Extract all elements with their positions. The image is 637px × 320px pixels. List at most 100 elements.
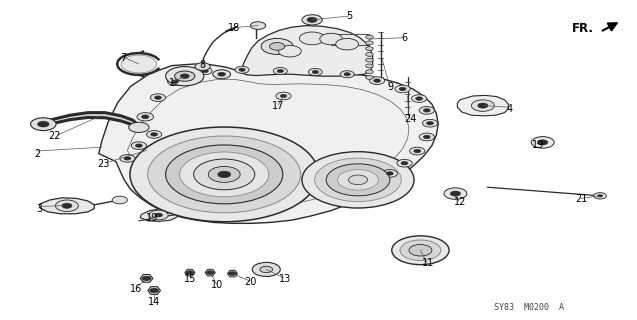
Circle shape	[307, 17, 317, 22]
Polygon shape	[43, 113, 139, 130]
Polygon shape	[241, 26, 373, 76]
Circle shape	[414, 149, 420, 153]
Text: 17: 17	[272, 101, 285, 111]
Circle shape	[180, 152, 269, 197]
Circle shape	[399, 87, 406, 91]
Circle shape	[419, 133, 434, 141]
Circle shape	[416, 97, 422, 100]
Circle shape	[137, 113, 154, 121]
Text: 23: 23	[97, 159, 110, 169]
Circle shape	[206, 271, 214, 275]
Circle shape	[395, 85, 410, 93]
Circle shape	[121, 55, 157, 73]
Text: 11: 11	[422, 258, 434, 268]
Circle shape	[149, 210, 168, 220]
Text: 6: 6	[401, 33, 408, 43]
Circle shape	[131, 142, 147, 149]
Circle shape	[120, 155, 135, 162]
Polygon shape	[457, 95, 508, 116]
Polygon shape	[205, 269, 215, 276]
Circle shape	[401, 162, 408, 165]
Text: 9: 9	[387, 82, 394, 92]
Circle shape	[392, 236, 449, 265]
Text: 20: 20	[244, 277, 257, 287]
Circle shape	[55, 200, 78, 212]
Circle shape	[218, 72, 225, 76]
Circle shape	[155, 213, 162, 217]
Circle shape	[302, 15, 322, 25]
Circle shape	[141, 115, 149, 119]
Text: 22: 22	[48, 131, 61, 141]
Circle shape	[213, 70, 231, 79]
Text: 16: 16	[129, 284, 142, 294]
Text: FR.: FR.	[571, 22, 594, 35]
Circle shape	[326, 164, 390, 196]
Circle shape	[172, 80, 178, 83]
Polygon shape	[140, 209, 177, 221]
Circle shape	[277, 69, 283, 73]
Circle shape	[369, 77, 385, 84]
Circle shape	[419, 107, 434, 114]
Text: 2: 2	[34, 149, 40, 159]
Circle shape	[348, 175, 368, 185]
Circle shape	[260, 266, 273, 273]
Circle shape	[410, 147, 425, 155]
Circle shape	[312, 70, 318, 74]
Circle shape	[366, 35, 373, 39]
Text: 24: 24	[404, 114, 417, 124]
Circle shape	[150, 288, 159, 293]
Circle shape	[218, 171, 231, 178]
Circle shape	[273, 68, 287, 75]
Text: 19: 19	[532, 140, 545, 150]
Circle shape	[180, 74, 189, 78]
Circle shape	[269, 43, 285, 50]
Circle shape	[366, 76, 373, 79]
Circle shape	[147, 131, 162, 138]
Circle shape	[382, 170, 397, 177]
Circle shape	[186, 271, 194, 275]
Circle shape	[387, 172, 393, 175]
Circle shape	[166, 67, 204, 86]
Circle shape	[397, 159, 412, 167]
Circle shape	[320, 33, 343, 45]
Circle shape	[208, 166, 240, 182]
Text: 8: 8	[199, 60, 206, 70]
Circle shape	[424, 135, 430, 139]
Circle shape	[366, 64, 373, 68]
Circle shape	[250, 22, 266, 29]
Circle shape	[252, 262, 280, 276]
Circle shape	[598, 195, 603, 197]
Text: 14: 14	[148, 297, 161, 308]
Circle shape	[366, 47, 373, 51]
Circle shape	[280, 94, 287, 98]
Polygon shape	[217, 71, 227, 78]
Circle shape	[195, 63, 210, 70]
Circle shape	[336, 38, 359, 50]
Text: 12: 12	[454, 197, 466, 207]
Circle shape	[148, 136, 301, 213]
Circle shape	[150, 94, 166, 101]
Polygon shape	[39, 198, 94, 214]
Text: 10: 10	[210, 280, 223, 291]
Circle shape	[235, 66, 249, 73]
Circle shape	[366, 41, 373, 45]
Text: 15: 15	[183, 274, 196, 284]
Polygon shape	[140, 275, 153, 282]
Circle shape	[130, 127, 318, 222]
Circle shape	[136, 144, 142, 147]
Circle shape	[366, 58, 373, 62]
Circle shape	[412, 95, 427, 102]
Circle shape	[229, 272, 236, 276]
Circle shape	[344, 73, 350, 76]
Circle shape	[31, 118, 56, 131]
Circle shape	[444, 188, 467, 199]
Circle shape	[302, 152, 414, 208]
Circle shape	[38, 121, 49, 127]
Circle shape	[338, 170, 378, 190]
Circle shape	[198, 68, 212, 75]
Circle shape	[450, 191, 461, 196]
Circle shape	[112, 196, 127, 204]
Text: 1: 1	[169, 78, 175, 88]
Text: 21: 21	[575, 194, 588, 204]
Circle shape	[299, 32, 325, 45]
